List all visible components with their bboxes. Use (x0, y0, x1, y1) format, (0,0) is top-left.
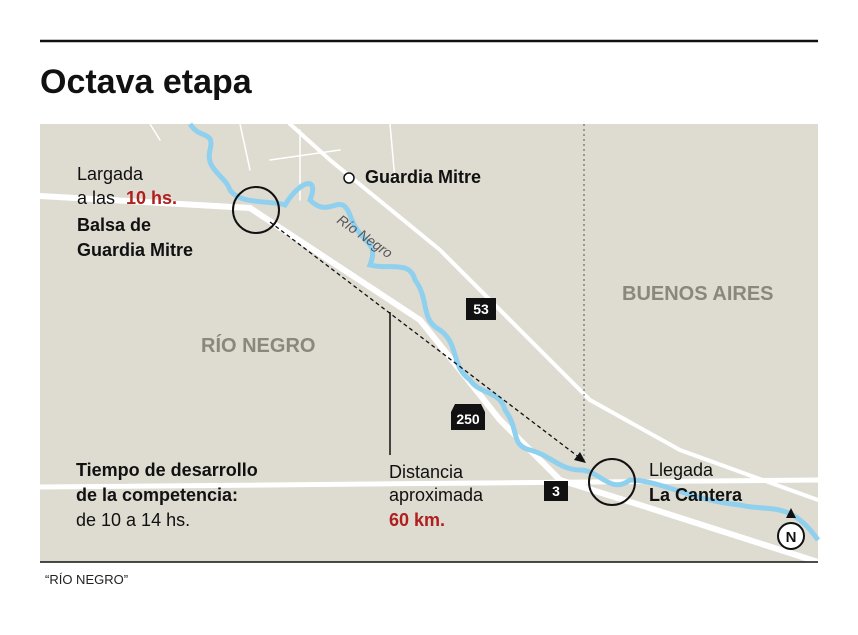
route-shield (451, 404, 485, 430)
north-label: N (786, 529, 797, 546)
distance-label: Distancia (389, 462, 464, 482)
route-shield (544, 481, 568, 501)
arrowhead (574, 452, 586, 463)
start-label: Balsa de (77, 215, 151, 235)
start-label: Largada (77, 164, 144, 184)
finish-label: Llegada (649, 460, 714, 480)
duration-label: de la competencia: (76, 485, 238, 505)
road (37, 193, 821, 565)
route-number: 250 (456, 411, 480, 427)
route-shield (466, 298, 496, 320)
start-circle (232, 186, 280, 234)
start-label: a las (77, 188, 115, 208)
river (187, 122, 821, 542)
roads (37, 122, 821, 565)
town-label: Guardia Mitre (365, 167, 481, 187)
start-time: 10 hs. (126, 188, 177, 208)
distance-line (269, 221, 581, 459)
finish-label: La Cantera (649, 485, 743, 505)
road (149, 123, 396, 201)
north-arrow (786, 508, 796, 518)
distance-value: 60 km. (389, 510, 445, 530)
road (37, 477, 821, 490)
finish-circle (588, 458, 636, 506)
road (288, 122, 820, 502)
distance-label: aproximada (389, 485, 484, 505)
map: Largada a las 10 hs. Balsa de Guardia Mi… (37, 122, 821, 565)
town-dot (343, 172, 355, 184)
route-number: 3 (552, 483, 560, 499)
province-label: BUENOS AIRES (622, 283, 774, 305)
duration-label: de 10 a 14 hs. (76, 510, 190, 530)
north-badge (777, 522, 805, 550)
title: Octava etapa (40, 63, 253, 101)
source: “RÍO NEGRO” (45, 572, 128, 587)
start-label: Guardia Mitre (77, 240, 193, 260)
route-number: 53 (473, 301, 489, 317)
duration-label: Tiempo de desarrollo (76, 460, 258, 480)
province-label: RÍO NEGRO (201, 334, 315, 357)
